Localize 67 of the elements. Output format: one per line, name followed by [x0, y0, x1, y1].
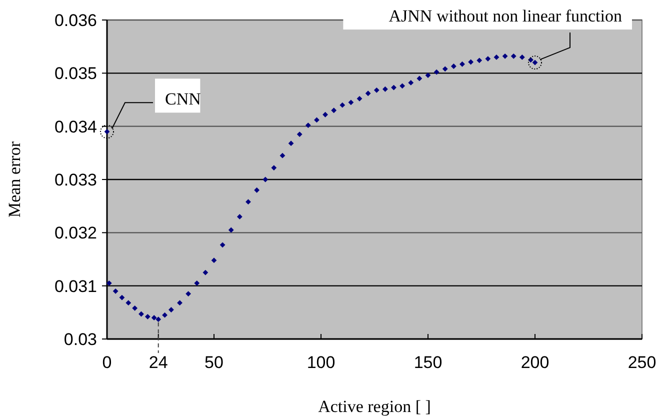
- point: [119, 294, 125, 300]
- point: [460, 61, 465, 67]
- y-tick-label: 0.033: [54, 170, 97, 190]
- point: [262, 176, 268, 182]
- y-axis-title: Mean error: [5, 141, 24, 218]
- point: [220, 242, 226, 248]
- point: [434, 69, 440, 75]
- point: [194, 280, 200, 286]
- point: [356, 96, 362, 102]
- point: [112, 288, 118, 294]
- point: [502, 53, 508, 59]
- point: [305, 122, 311, 128]
- point: [494, 54, 500, 60]
- point: [254, 187, 260, 193]
- x-tick-label: 24: [148, 353, 168, 372]
- point: [348, 100, 354, 106]
- y-tick-label: 0.032: [54, 224, 97, 243]
- point: [168, 307, 174, 312]
- point: [382, 86, 388, 92]
- point: [374, 87, 380, 93]
- annotation: CNN: [165, 90, 201, 109]
- point: [211, 258, 217, 264]
- y-tick-label: 0.034: [54, 117, 97, 136]
- point: [271, 165, 277, 171]
- annotation: AJNN without non linear function: [388, 6, 622, 26]
- x-tick-label: 150: [414, 353, 442, 372]
- point: [177, 300, 182, 306]
- x-tick-label: 100: [306, 353, 336, 372]
- point: [519, 54, 525, 60]
- y-tick-label: 0.035: [54, 64, 97, 84]
- point: [246, 199, 251, 205]
- point: [416, 76, 422, 82]
- point: [510, 53, 516, 59]
- x-tick-label: 0: [102, 353, 112, 372]
- point: [228, 227, 234, 233]
- y-tick-label: 0.03: [64, 330, 97, 349]
- point: [450, 64, 456, 69]
- point: [236, 214, 242, 220]
- point: [280, 152, 286, 158]
- point: [340, 102, 346, 108]
- point: [144, 314, 150, 320]
- x-tick-label: 200: [520, 353, 550, 372]
- x-tick-label: 50: [204, 353, 224, 372]
- point: [151, 315, 157, 320]
- point: [408, 80, 414, 86]
- point: [314, 117, 320, 123]
- point: [296, 132, 302, 138]
- point: [331, 108, 337, 114]
- y-tick-label: 0.031: [54, 276, 97, 296]
- point: [365, 90, 371, 96]
- x-tick-label: 250: [628, 353, 656, 372]
- point: [162, 312, 168, 318]
- y-tick-label: 0.036: [54, 10, 97, 30]
- point: [400, 83, 406, 89]
- point: [186, 291, 192, 297]
- point: [126, 300, 132, 306]
- point: [322, 112, 328, 118]
- point: [476, 58, 482, 64]
- point: [485, 56, 491, 62]
- point: [132, 305, 138, 311]
- x-axis-title: Active region [ ]: [318, 397, 431, 416]
- point: [106, 280, 112, 286]
- point: [156, 316, 162, 322]
- point: [202, 270, 208, 276]
- point: [468, 59, 474, 65]
- point: [288, 140, 294, 146]
- point: [442, 66, 448, 72]
